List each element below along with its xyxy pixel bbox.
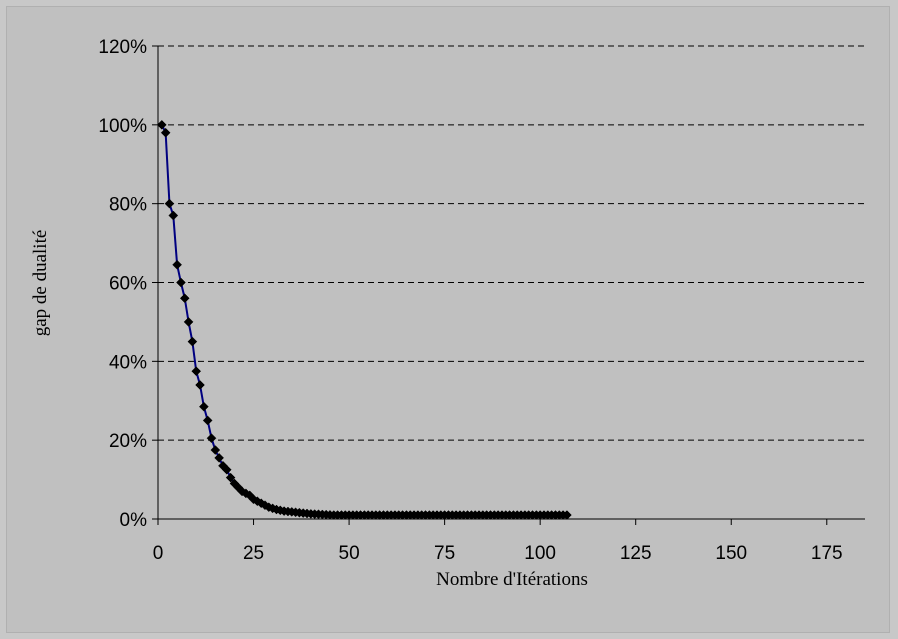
data-point (225, 472, 236, 483)
data-point (210, 445, 221, 455)
y-tick-label: 40% (109, 352, 147, 373)
x-tick-label: 25 (243, 543, 264, 564)
y-tick-label: 100% (98, 116, 147, 137)
data-point (199, 401, 209, 412)
data-point (172, 259, 182, 270)
y-tick-label: 0% (120, 510, 148, 531)
data-point (164, 198, 175, 209)
x-tick-label: 175 (811, 543, 843, 564)
x-tick-label: 0 (153, 543, 164, 564)
data-point (160, 127, 171, 138)
series (156, 119, 572, 520)
chart-frame (6, 6, 890, 633)
data-point (183, 317, 194, 327)
data-point (562, 510, 572, 520)
x-tick-label: 125 (620, 543, 652, 564)
y-tick-label: 60% (109, 274, 147, 295)
data-point (195, 380, 205, 390)
data-point (202, 415, 213, 426)
data-point (168, 210, 179, 221)
data-point (187, 336, 198, 347)
data-point (206, 433, 217, 444)
y-tick-label: 80% (109, 195, 147, 216)
y-axis-title: gap de dualité (30, 230, 51, 337)
data-point (176, 277, 186, 288)
y-tick-label: 120% (98, 37, 147, 58)
data-point (221, 464, 232, 475)
x-tick-label: 100 (524, 543, 556, 564)
data-point (179, 293, 190, 304)
data-point (191, 366, 202, 377)
data-point (156, 119, 167, 130)
y-tick-label: 20% (109, 431, 147, 452)
x-axis-title: Nombre d'Itérations (436, 569, 588, 590)
x-tick-label: 75 (434, 543, 455, 564)
grid (158, 45, 865, 441)
ticks: 0% 20% 40% 60% 80% 100% 120% 0 25 50 75 100 125 150 17… (98, 37, 842, 564)
x-tick-label: 50 (339, 543, 360, 564)
data-point (214, 453, 224, 463)
x-tick-label: 150 (715, 543, 747, 564)
